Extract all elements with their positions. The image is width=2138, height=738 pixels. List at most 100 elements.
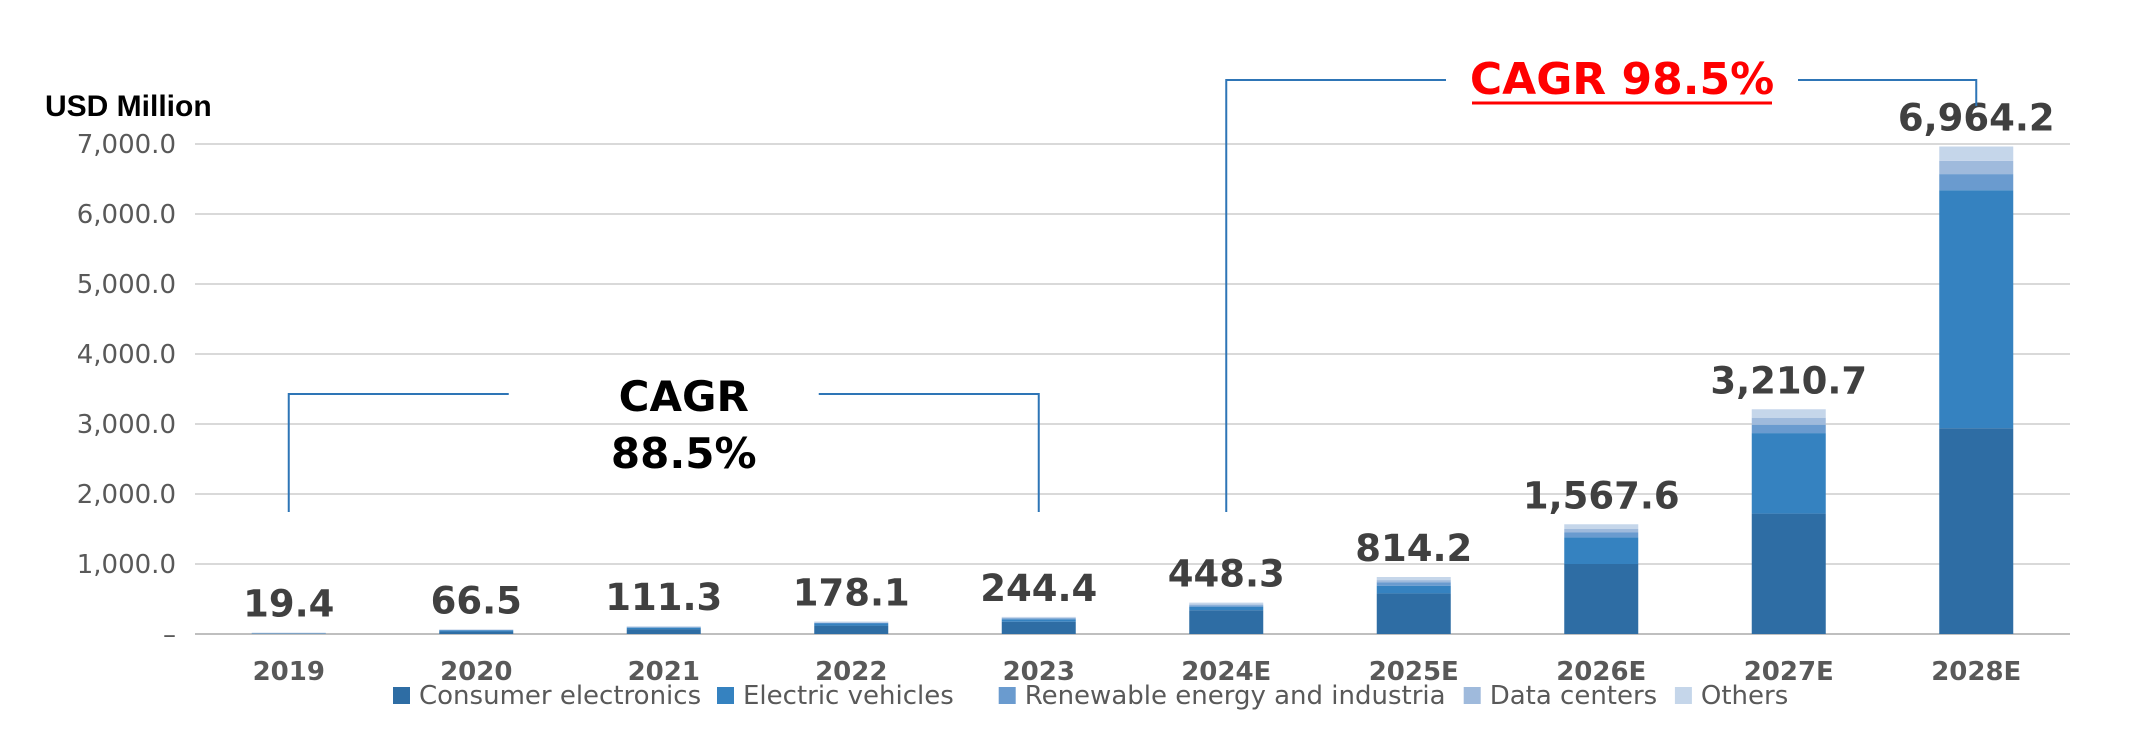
legend-item: Others (1674, 681, 1788, 711)
cagr-label: 88.5% (611, 429, 757, 478)
bar-segment (1939, 160, 2014, 175)
total-labels: 19.4 66.5 111.3 178.1 244.4 448.3 814.2 1,567.6… (243, 97, 2055, 626)
x-tick-label: 2023 (1003, 657, 1075, 687)
bar-stack (1376, 577, 1451, 634)
bar-segment (1376, 580, 1451, 583)
bar-segment (1751, 409, 1826, 418)
x-axis: 2019 2020 2021 2022 2023 2024E 2025E 2026E 2027E… (253, 657, 2022, 687)
bar-segment (1376, 585, 1451, 594)
x-tick-label: 2028E (1931, 657, 2021, 687)
x-tick-label: 2019 (253, 657, 325, 687)
x-tick-label: 2022 (815, 657, 887, 687)
bar-segment (1939, 174, 2014, 191)
cagr-annotations: CAGR 88.5% CAGR 98.5% (287, 54, 1978, 512)
total-label: 1,567.6 (1523, 474, 1680, 517)
bar-stack (1564, 524, 1639, 634)
x-tick-label: 2027E (1744, 657, 1834, 687)
legend-label: Data centers (1490, 681, 1658, 711)
total-label: 814.2 (1355, 527, 1472, 570)
bar-segment (1189, 606, 1264, 611)
bar-segment (1564, 524, 1639, 529)
bar-segment (1564, 564, 1639, 634)
bar-segment (1001, 617, 1076, 619)
y-tick-label: 5,000.0 (77, 270, 176, 300)
gridlines (195, 143, 2070, 635)
bar-segment (1751, 424, 1826, 434)
bar-segment (1189, 610, 1264, 634)
bar-segment (1001, 621, 1076, 634)
bar-stack (1001, 616, 1076, 634)
bar-segment (1939, 428, 2014, 634)
total-label: 448.3 (1168, 553, 1285, 596)
bar-stack (1939, 146, 2014, 634)
legend-swatch (717, 687, 734, 704)
legend-swatch (393, 687, 410, 704)
legend-swatch (1463, 687, 1481, 704)
total-label: 244.4 (980, 567, 1097, 610)
total-label: 178.1 (793, 572, 910, 615)
bar-segment (814, 622, 889, 624)
bar-stack (1751, 409, 1826, 634)
legend-item: Consumer electronics (393, 681, 701, 711)
bar-segment (1376, 577, 1451, 581)
legend-item: Electric vehicles (717, 681, 954, 711)
cagr-bracket-right (1798, 79, 1978, 106)
bar-segment (1564, 529, 1639, 533)
bar-segment (1001, 619, 1076, 622)
bar-stack (251, 632, 326, 634)
bar-segment (626, 629, 701, 634)
bar-stack (626, 626, 701, 634)
bar-stack (814, 621, 889, 634)
x-tick-label: 2026E (1556, 657, 1646, 687)
legend-label: Electric vehicles (743, 681, 954, 711)
cagr-bracket-right (818, 393, 1040, 512)
bar-segment (1001, 618, 1076, 620)
total-label: 66.5 (431, 579, 522, 622)
y-tick-label: 4,000.0 (77, 340, 176, 370)
bar-segment (251, 632, 326, 634)
bar-segment (1001, 616, 1076, 618)
x-tick-label: 2020 (440, 657, 512, 687)
legend-swatch (998, 687, 1016, 704)
bar-segment (1751, 417, 1826, 425)
legend-item: Renewable energy and industria (998, 681, 1446, 711)
legend-swatch (1674, 687, 1692, 704)
bar-segment (626, 627, 701, 630)
bar-segment (439, 631, 514, 634)
cagr-label: CAGR 98.5% (1470, 54, 1774, 105)
legend-label: Consumer electronics (419, 681, 701, 711)
legend-item: Data centers (1463, 681, 1658, 711)
bar-segment (439, 630, 514, 632)
bars (251, 146, 2014, 634)
bar-segment (1189, 602, 1264, 605)
bar-segment (814, 623, 889, 626)
bar-segment (1939, 190, 2014, 429)
y-tick-label: 7,000.0 (77, 130, 176, 160)
bar-segment (1189, 605, 1264, 607)
y-axis: – 1,000.0 2,000.0 3,000.0 4,000.0 5,000.0 6,00… (77, 130, 176, 650)
cagr-bracket-left (287, 393, 509, 512)
bar-stack (439, 629, 514, 634)
cagr-label: CAGR (619, 372, 749, 421)
cagr-bracket-left (1225, 79, 1446, 512)
bar-segment (1564, 537, 1639, 564)
bar-segment (814, 621, 889, 623)
legend-label: Others (1701, 681, 1788, 711)
bar-segment (1189, 604, 1264, 606)
y-tick-label: 1,000.0 (77, 550, 176, 580)
bar-stack (1189, 602, 1264, 634)
y-tick-label: 6,000.0 (77, 200, 176, 230)
bar-segment (626, 626, 701, 627)
legend: Consumer electronics Electric vehicles Ren… (393, 681, 1788, 711)
bar-segment (1939, 146, 2014, 161)
y-tick-label: 2,000.0 (77, 480, 176, 510)
bar-segment (626, 627, 701, 628)
bar-segment (1376, 582, 1451, 586)
bar-segment (1376, 593, 1451, 634)
bar-segment (1751, 433, 1826, 514)
total-label: 3,210.7 (1710, 359, 1867, 402)
total-label: 111.3 (605, 576, 722, 619)
total-label: 19.4 (243, 583, 334, 626)
x-tick-label: 2021 (628, 657, 700, 687)
